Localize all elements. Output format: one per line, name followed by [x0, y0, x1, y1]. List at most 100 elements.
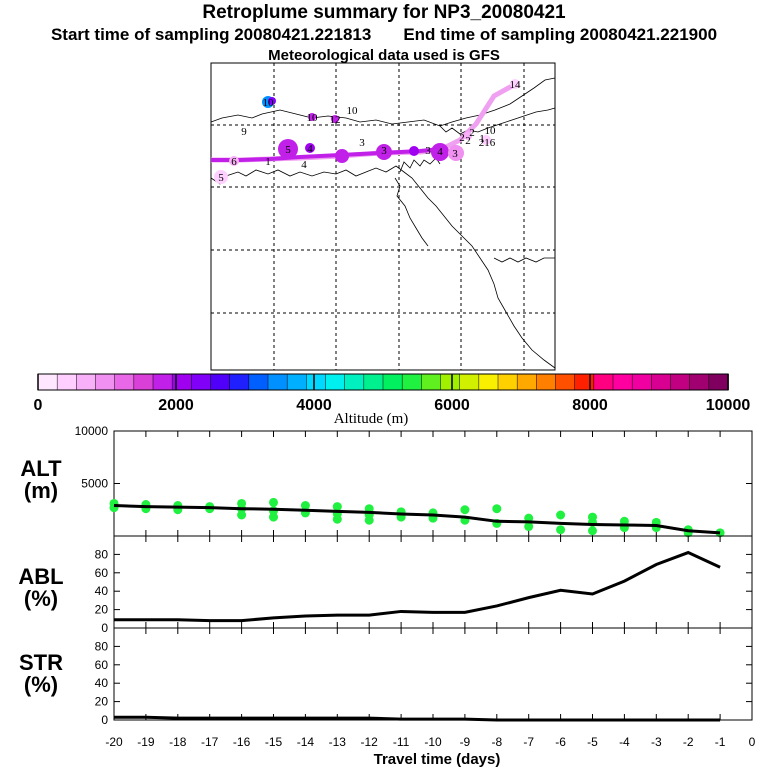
colorbar-swatch — [593, 373, 614, 391]
x-axis-label: Travel time (days) — [374, 751, 501, 768]
cluster-label: 3 — [452, 148, 458, 160]
colorbar-swatch — [651, 373, 672, 391]
colorbar-tick-label: 6000 — [434, 397, 470, 414]
cluster-label: 4 — [307, 143, 313, 155]
abl-series-line — [114, 550, 721, 623]
colorbar-swatch — [516, 373, 538, 391]
x-tick-label: -11 — [393, 735, 410, 749]
alt-cluster-point — [556, 510, 566, 520]
colorbar-tick-label: 10000 — [706, 397, 751, 414]
x-tick-label: -9 — [460, 735, 471, 749]
cluster-label: 3 — [381, 145, 387, 157]
x-tick-label: -15 — [265, 735, 283, 749]
colorbar-swatch — [248, 373, 269, 391]
x-tick-label: -17 — [201, 735, 219, 749]
alt-cluster-point — [524, 522, 534, 532]
str-y-tick-label: 60 — [95, 658, 109, 672]
colorbar-swatch — [478, 373, 499, 391]
x-tick-label: -10 — [424, 735, 442, 749]
x-tick-label: -2 — [683, 735, 694, 749]
x-tick-label: 0 — [749, 735, 756, 749]
colorbar-tick-label: 4000 — [296, 397, 332, 414]
cluster-label: 5 — [218, 172, 224, 184]
colorbar-swatch — [689, 373, 710, 391]
abl-frame — [113, 535, 753, 629]
cluster-label: 4 — [437, 146, 443, 158]
cluster-label: 14 — [510, 79, 522, 91]
map-frame — [210, 62, 556, 371]
cluster-label: 1 — [479, 133, 485, 145]
str-y-tick-label: 40 — [95, 676, 109, 690]
str-y-tick-label: 0 — [101, 713, 108, 727]
x-tick-label: -16 — [233, 735, 251, 749]
x-tick-label: -12 — [361, 735, 379, 749]
x-tick-label: -8 — [491, 735, 502, 749]
colorbar-swatch — [133, 373, 154, 391]
x-tick-label: -6 — [555, 735, 566, 749]
alt-y-tick-label: 5000 — [81, 477, 108, 491]
str-panel: 80 60 40 20 0 — [95, 627, 753, 727]
cluster-label: 3 — [359, 137, 365, 149]
x-tick-label: -19 — [137, 735, 155, 749]
abl-y-tick-label: 0 — [101, 621, 108, 635]
x-tick-label: -13 — [329, 735, 347, 749]
cluster-label: 10 — [263, 97, 275, 109]
x-tick-label: -7 — [523, 735, 534, 749]
str-frame — [113, 627, 753, 721]
colorbar-swatch — [191, 373, 212, 391]
abl-y-tick-label: 20 — [95, 603, 109, 617]
abl-side-label: ABL (%) — [18, 564, 64, 611]
colorbar-tick-label: 8000 — [572, 397, 608, 414]
cluster-label: 10 — [347, 105, 359, 117]
colorbar-swatch — [631, 373, 653, 391]
colorbar-swatch — [171, 373, 193, 391]
colorbar-swatch — [497, 373, 518, 391]
alt-panel: 10000 5000 — [75, 424, 753, 538]
colorbar-label: Altitude (m) — [334, 411, 409, 427]
x-tick-label: -3 — [651, 735, 662, 749]
str-side-label: STR (%) — [19, 650, 63, 697]
x-tick-label: -4 — [619, 735, 630, 749]
cluster-label: 1 — [265, 156, 271, 168]
chart-title: Retroplume summary for NP3_20080421 — [202, 2, 566, 23]
colorbar-swatch — [76, 373, 97, 391]
colorbar-tick-label: 2000 — [158, 397, 194, 414]
cluster-label: 12 — [330, 114, 341, 126]
colorbar-swatch — [536, 373, 557, 391]
met-data-label: Meteorological data used is GFS — [268, 47, 500, 64]
colorbar-swatch — [56, 373, 78, 391]
colorbar-swatch — [421, 373, 442, 391]
alt-cluster-point — [588, 526, 597, 536]
cluster-label: 9 — [241, 126, 247, 138]
alt-y-tick-label: 10000 — [75, 424, 109, 438]
start-time-label: Start time of sampling 20080421.221813 — [50, 25, 372, 44]
cluster-label: 2 — [465, 135, 471, 147]
alt-cluster-point — [269, 497, 278, 507]
alt-side-label: ALT (m) — [20, 456, 62, 503]
cluster-label: 10 — [307, 112, 319, 124]
alt-cluster-point — [332, 502, 342, 512]
x-tick-label: -5 — [587, 735, 598, 749]
colorbar-swatch — [286, 373, 308, 391]
colorbar-swatch — [37, 373, 58, 391]
colorbar-swatch — [325, 373, 346, 391]
colorbar-swatch — [708, 373, 729, 391]
colorbar-swatch — [152, 373, 173, 391]
abl-panel: 80 60 40 20 0 — [95, 535, 753, 635]
colorbar-swatch — [210, 373, 231, 391]
cluster-label: 3 — [425, 145, 431, 157]
alt-cluster-point — [237, 510, 247, 520]
colorbar-swatch — [555, 373, 576, 391]
str-y-tick-label: 20 — [95, 695, 109, 709]
cluster-label: 2 — [469, 127, 475, 139]
cluster-label: 6 — [231, 156, 237, 168]
colorbar-swatch — [344, 373, 365, 391]
cluster-label: 4 — [301, 159, 307, 171]
colorbar-swatch — [95, 373, 116, 391]
sampling-times: Start time of sampling 20080421.221813 En… — [0, 25, 768, 45]
colorbar-swatch — [440, 373, 461, 391]
colorbar-swatch — [267, 373, 288, 391]
